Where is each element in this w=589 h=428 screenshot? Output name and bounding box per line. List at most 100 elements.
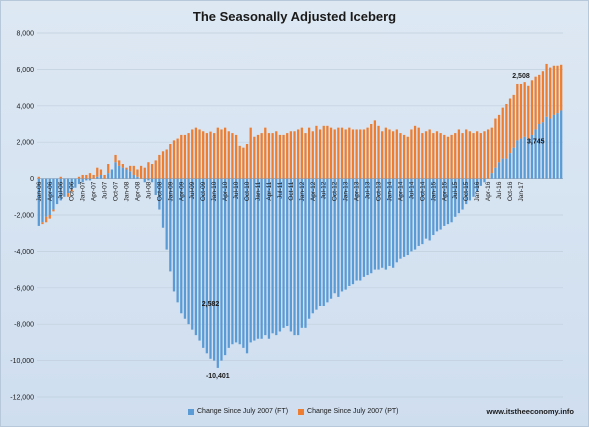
- x-tick-label: Jul-15: [452, 181, 459, 199]
- x-tick-label: Jan-15: [430, 181, 437, 201]
- bar-ft: [81, 178, 84, 183]
- bar-pt: [293, 131, 296, 179]
- legend-swatch-pt: [298, 408, 305, 415]
- bar-pt: [238, 145, 241, 179]
- x-tick-label: Oct-07: [113, 181, 120, 201]
- bar-pt: [454, 133, 457, 179]
- bar-ft: [114, 162, 117, 179]
- bar-ft: [198, 178, 201, 341]
- bar-pt: [260, 133, 263, 179]
- x-tick-label: Apr-15: [441, 181, 448, 201]
- bar-pt: [143, 167, 146, 179]
- bar-pt: [315, 125, 318, 179]
- bar-pt: [392, 131, 395, 179]
- bar-ft: [307, 178, 311, 319]
- bar-pt: [176, 138, 179, 179]
- bar-pt: [402, 134, 406, 179]
- bar-pt: [99, 169, 103, 175]
- bar-ft: [428, 178, 431, 241]
- x-tick-label: Apr-08: [134, 181, 141, 201]
- x-tick-label: Jan-09: [167, 181, 174, 201]
- bar-pt: [479, 133, 482, 179]
- bar-pt: [468, 131, 471, 179]
- bar-pt: [278, 134, 282, 179]
- bar-pt: [552, 65, 556, 115]
- bar-pt: [541, 71, 545, 123]
- y-tick-label: 4,000: [16, 103, 34, 110]
- bar-ft: [169, 178, 172, 272]
- y-tick-label: -2,000: [14, 213, 34, 220]
- bar-pt: [326, 125, 329, 179]
- bar-ft: [150, 178, 154, 183]
- bar-ft: [165, 178, 168, 250]
- bar-pt: [289, 131, 293, 179]
- y-tick-label: 8,000: [16, 31, 34, 38]
- bar-pt: [362, 129, 366, 179]
- bar-pt: [366, 127, 369, 179]
- bar-pt: [92, 174, 95, 179]
- bar-pt: [205, 133, 208, 179]
- bar-pt: [432, 133, 435, 179]
- bar-ft: [99, 174, 103, 179]
- bar-ft: [468, 178, 471, 201]
- bar-ft: [249, 178, 252, 343]
- legend-label-ft: Change Since July 2007 (FT): [197, 408, 289, 415]
- bar-ft: [534, 129, 537, 179]
- bar-ft: [278, 178, 282, 332]
- bar-pt: [154, 160, 157, 179]
- bar-ft: [223, 178, 227, 356]
- bar-ft: [505, 158, 508, 179]
- bar-ft: [96, 176, 99, 179]
- bar-pt: [483, 131, 486, 179]
- bar-pt: [318, 129, 322, 179]
- bar-ft: [527, 138, 530, 179]
- bar-ft: [85, 178, 88, 181]
- x-tick-label: Jul-10: [233, 181, 240, 199]
- bar-ft: [476, 178, 479, 192]
- bar-pt: [132, 165, 135, 175]
- bar-pt: [52, 209, 55, 212]
- bar-ft: [435, 178, 439, 232]
- y-tick-label: -6,000: [14, 285, 34, 292]
- legend-item-pt: Change Since July 2007 (PT): [298, 408, 398, 415]
- bar-ft: [143, 178, 146, 183]
- bar-pt: [249, 127, 252, 179]
- bar-ft: [556, 113, 559, 179]
- bar-pt: [139, 165, 143, 179]
- bar-ft: [183, 178, 187, 319]
- bar-pt: [351, 129, 355, 179]
- bar-pt: [322, 125, 325, 179]
- bar-ft: [381, 178, 384, 268]
- bar-pt: [329, 127, 333, 179]
- x-tick-label: Apr-10: [222, 181, 229, 201]
- bar-pt: [530, 80, 534, 135]
- bar-pt: [282, 134, 285, 179]
- x-tick-label: Oct-08: [156, 181, 163, 201]
- bar-ft: [154, 178, 157, 195]
- bar-ft: [253, 178, 256, 341]
- bar-ft: [490, 173, 493, 179]
- bar-ft: [333, 178, 336, 294]
- x-tick-label: Oct-16: [507, 181, 514, 201]
- bar-pt: [388, 129, 391, 179]
- bar-ft: [297, 178, 300, 336]
- bar-ft: [74, 178, 77, 188]
- bar-ft: [454, 178, 457, 217]
- x-tick-label: Oct-06: [69, 181, 76, 201]
- bar-ft: [161, 178, 165, 228]
- x-tick-label: Jul-11: [277, 181, 284, 199]
- bar-pt: [70, 189, 73, 192]
- x-tick-label: Oct-10: [244, 181, 251, 201]
- x-tick-label: Jul-12: [321, 181, 328, 199]
- bar-pt: [435, 131, 439, 179]
- bar-pt: [340, 127, 344, 179]
- bar-ft: [191, 178, 194, 330]
- y-tick-label: -10,000: [10, 358, 34, 365]
- bar-pt: [384, 127, 387, 179]
- bar-ft: [362, 178, 366, 277]
- bar-ft: [55, 178, 59, 205]
- bar-ft: [424, 178, 428, 239]
- bar-pt: [180, 134, 183, 179]
- bar-pt: [461, 133, 464, 179]
